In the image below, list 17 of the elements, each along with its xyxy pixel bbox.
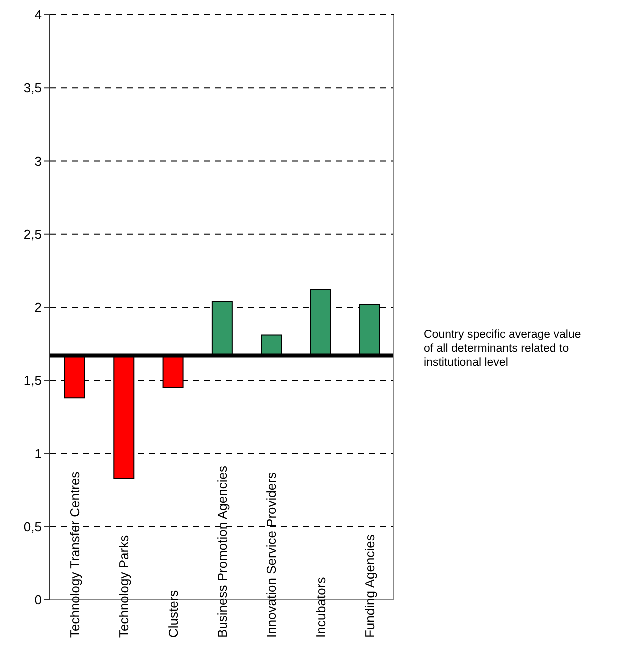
y-tick-label: 3 [34, 154, 42, 169]
y-tick-label: 2 [34, 300, 42, 316]
y-tick-label: 0 [34, 592, 42, 608]
x-tick-label: Funding Agencies [362, 534, 378, 638]
y-tick-label: 1 [34, 446, 42, 462]
y-tick-label: 3,5 [24, 80, 42, 96]
x-tick-label: Technology Transfer Centres [68, 471, 83, 638]
x-tick-label: Incubators [313, 576, 328, 638]
y-tick-label: 0,5 [24, 519, 42, 534]
ref-line-label: Country specific average value of all determinants related to institutional level [424, 328, 582, 369]
x-tick-label: Business Promotion Agencies [215, 466, 230, 638]
y-tick-label: 1,5 [24, 373, 42, 388]
x-tick-label: Innovation Service Providers [264, 472, 280, 638]
y-tick-label: 4 [34, 8, 42, 23]
x-tick-label: Clusters [166, 590, 181, 638]
x-tick-label: Technology Parks [116, 534, 132, 638]
y-tick-label: 2,5 [24, 226, 42, 242]
